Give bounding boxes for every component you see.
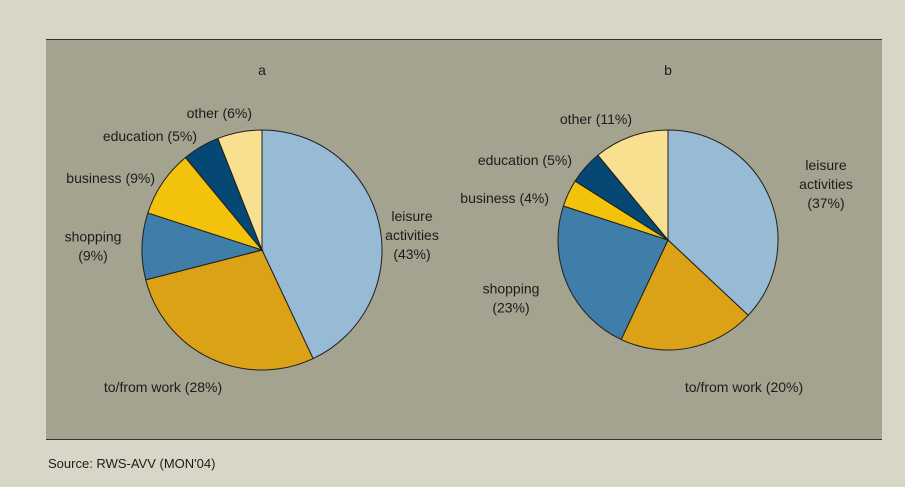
- pie-a: [141, 129, 383, 371]
- slice-label-education-b: education (5%): [478, 152, 572, 168]
- slice-label-leisure-a: leisure activities (43%): [385, 208, 439, 262]
- slice-leisure-a: [261, 129, 383, 360]
- slice-shopping-b: [557, 205, 669, 341]
- chart-title-a: a: [258, 62, 266, 78]
- slice-label-other-a: other (6%): [187, 105, 252, 121]
- slice-work-a: [145, 249, 314, 371]
- slice-other-a: [217, 129, 263, 251]
- slice-label-business-b: business (4%): [460, 190, 549, 206]
- slice-label-shopping-b: shopping (23%): [483, 281, 540, 316]
- bottom-rule: [46, 439, 882, 440]
- slice-label-education-a: education (5%): [103, 128, 197, 144]
- slice-label-other-b: other (11%): [560, 111, 632, 127]
- chart-title-b: b: [664, 62, 672, 78]
- slice-label-business-a: business (9%): [66, 170, 155, 186]
- slice-other-b: [597, 129, 669, 242]
- slice-label-work-a: to/from work (28%): [104, 379, 222, 395]
- slice-label-shopping-a: shopping (9%): [65, 229, 122, 264]
- source-note: Source: RWS-AVV (MON'04): [48, 456, 216, 471]
- slice-label-leisure-b: leisure activities (37%): [799, 157, 853, 211]
- top-rule: [46, 39, 882, 40]
- pie-b: [557, 129, 779, 351]
- slice-work-b: [620, 239, 749, 351]
- slice-leisure-b: [667, 129, 779, 317]
- slice-label-work-b: to/from work (20%): [685, 379, 803, 395]
